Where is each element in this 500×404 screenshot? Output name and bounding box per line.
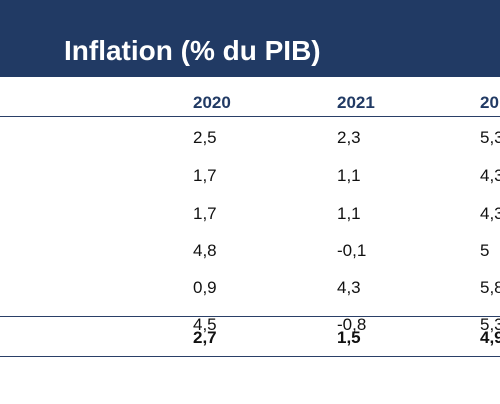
table-cell: 4,5: [193, 315, 217, 334]
title-banner: Inflation (% du PIB): [0, 0, 500, 77]
table-row: 4,8 -0,1 5: [0, 241, 500, 278]
table-cell: 5,3: [480, 315, 500, 334]
table-cell: 1,1: [337, 166, 361, 185]
column-header-2022[interactable]: 20: [480, 93, 499, 112]
total-cell: 1,5: [337, 328, 361, 347]
table-row: 0,9 4,3 5,8: [0, 278, 500, 315]
table-cell: 1,1: [337, 204, 361, 223]
table-cell: 4,3: [480, 166, 500, 185]
table-cell: 1,7: [193, 166, 217, 185]
table-cell: -0,8: [337, 315, 367, 334]
inflation-table: 2020 2021 20 2,5 2,3 5,3 1,7 1,1 4,3 1,7…: [0, 77, 500, 404]
column-header-2021[interactable]: 2021: [337, 93, 375, 112]
table-cell: 1,7: [193, 204, 217, 223]
total-top-rule: [0, 316, 500, 317]
total-row: 2,7 1,5 4,9: [0, 317, 500, 356]
table-cell: -0,1: [337, 241, 367, 260]
table-cell: 4,8: [193, 241, 217, 260]
table-row: 1,7 1,1 4,3: [0, 166, 500, 203]
table-cell: 4,3: [337, 278, 361, 297]
table-row: 2,5 2,3 5,3: [0, 128, 500, 165]
table-cell: 4,3: [480, 204, 500, 223]
table-cell: 5,8: [480, 278, 500, 297]
total-cell: 4,9: [480, 328, 500, 347]
table-row: 1,7 1,1 4,3: [0, 204, 500, 241]
table-cell: 5,3: [480, 128, 500, 147]
page-title: Inflation (% du PIB): [64, 35, 321, 66]
table-cell: 0,9: [193, 278, 217, 297]
total-cell: 2,7: [193, 328, 217, 347]
table-cell: 2,3: [337, 128, 361, 147]
column-header-2020[interactable]: 2020: [193, 93, 231, 112]
table-row: 4,5 -0,8 5,3: [0, 315, 500, 352]
table-cell: 5: [480, 241, 490, 260]
total-bottom-rule: [0, 356, 500, 357]
table-cell: 2,5: [193, 128, 217, 147]
table-header-row: 2020 2021 20: [0, 77, 500, 117]
